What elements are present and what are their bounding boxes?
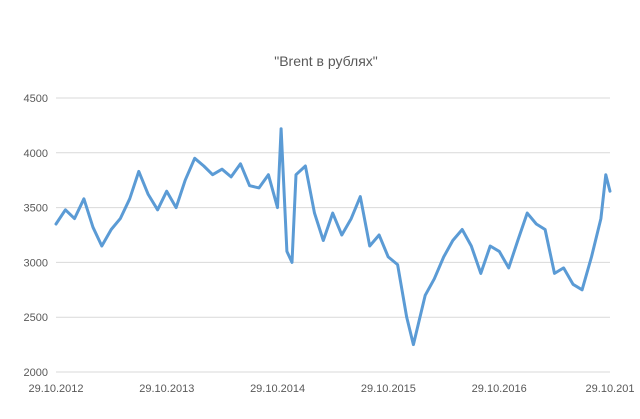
x-tick-label: 29.10.2016 xyxy=(472,383,527,395)
y-tick-label: 4000 xyxy=(24,148,48,160)
y-tick-label: 2500 xyxy=(24,312,48,324)
x-tick-label: 29.10.2012 xyxy=(28,383,83,395)
y-tick-label: 2000 xyxy=(24,367,48,379)
x-tick-label: 29.10.2014 xyxy=(250,383,305,395)
y-axis: 2000 2500 3000 3500 4000 4500 xyxy=(24,93,48,379)
y-tick-label: 3500 xyxy=(24,203,48,215)
chart-title: "Brent в рублях" xyxy=(274,53,378,69)
x-axis: 29.10.2012 29.10.2013 29.10.2014 29.10.2015… xyxy=(28,383,634,395)
y-tick-label: 3000 xyxy=(24,257,48,269)
x-tick-label: 29.10.2015 xyxy=(361,383,416,395)
x-tick-label: 29.10.201 xyxy=(586,383,635,395)
series-layer xyxy=(54,127,612,347)
y-tick-label: 4500 xyxy=(24,93,48,105)
series-line xyxy=(54,127,612,347)
gridlines xyxy=(56,97,610,373)
x-tick-label: 29.10.2013 xyxy=(139,383,194,395)
